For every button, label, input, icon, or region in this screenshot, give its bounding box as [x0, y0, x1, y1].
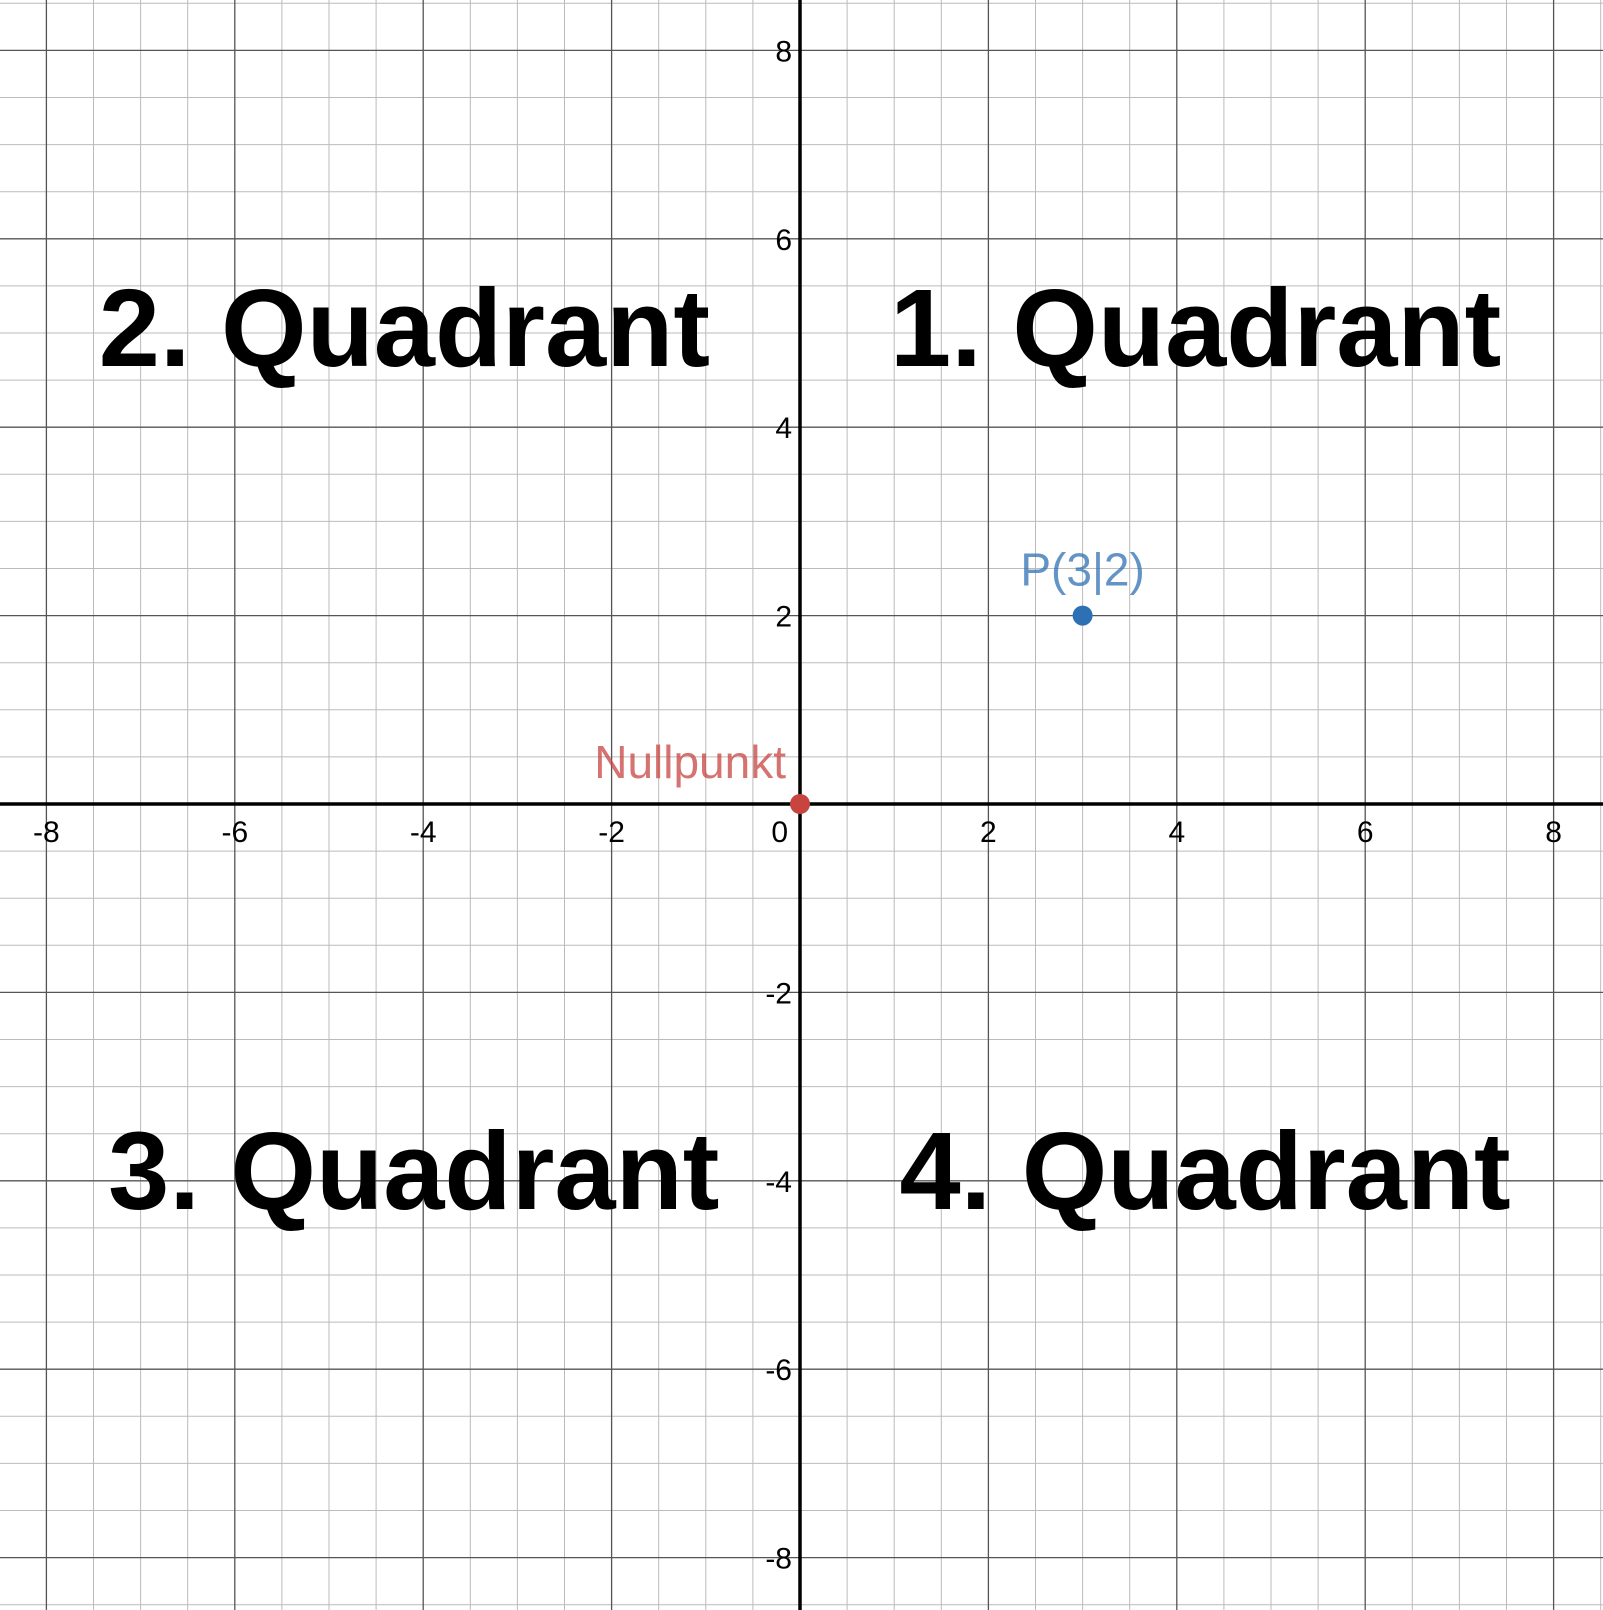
point-label: Nullpunkt: [594, 736, 786, 788]
points: Nullpunkt P(3|2): [594, 544, 1145, 814]
x-tick-label: -6: [221, 816, 248, 849]
y-tick-label: 2: [775, 601, 792, 634]
y-tick-label: -2: [765, 977, 792, 1010]
quadrant-label: 3. Quadrant: [108, 1110, 719, 1233]
x-tick-label: -2: [598, 816, 625, 849]
quadrant-label: 2. Quadrant: [99, 267, 710, 390]
x-tick-label: 6: [1357, 816, 1374, 849]
y-tick-label: 4: [775, 412, 792, 445]
y-tick-label: 6: [775, 224, 792, 257]
origin-tick-label: 0: [771, 816, 788, 849]
quadrant-labels: 1. Quadrant 2. Quadrant 3. Quadrant 4. Quad…: [99, 267, 1511, 1233]
point-label: P(3|2): [1020, 544, 1144, 596]
quadrant-label: 4. Quadrant: [899, 1110, 1510, 1233]
x-tick-label: 2: [980, 816, 997, 849]
quadrant-label: 1. Quadrant: [890, 267, 1501, 390]
y-tick-label: -6: [765, 1354, 792, 1387]
x-tick-label: -4: [410, 816, 437, 849]
y-tick-label: -4: [765, 1166, 792, 1199]
y-tick-label: 8: [775, 35, 792, 68]
y-tick-label: -8: [765, 1543, 792, 1576]
x-tick-label: 4: [1168, 816, 1185, 849]
x-tick-label: -8: [33, 816, 60, 849]
data-point: [1072, 605, 1093, 626]
x-tick-label: 8: [1545, 816, 1562, 849]
tick-labels: -8 -6 -4 -2 2 4 6 8 8 6 4 2 -2 -4 -6 -8 0: [33, 35, 1562, 1575]
data-point: [790, 794, 810, 814]
